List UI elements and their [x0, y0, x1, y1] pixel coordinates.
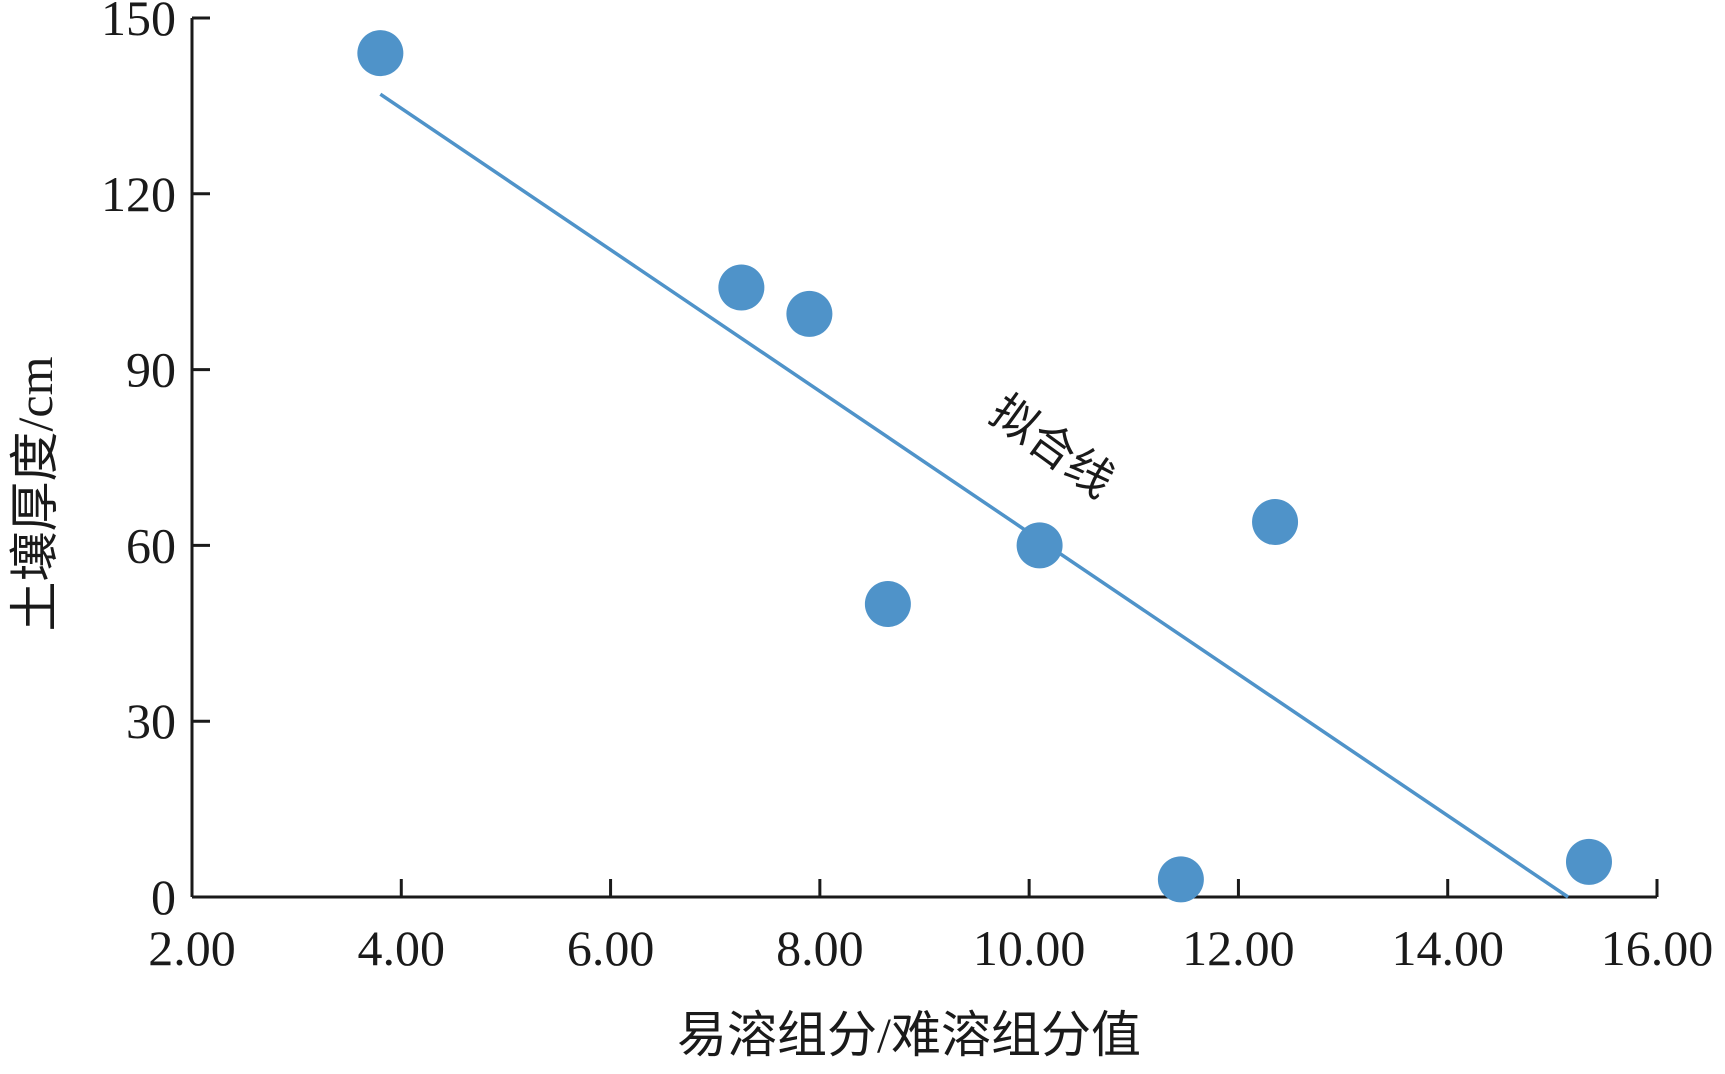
data-point — [357, 30, 404, 77]
y-tick-label: 30 — [126, 693, 176, 749]
x-tick-label: 2.00 — [148, 920, 236, 976]
fit-line-group — [379, 92, 1570, 899]
data-point — [1565, 838, 1612, 885]
data-point — [864, 581, 911, 627]
fit-line — [379, 92, 1570, 899]
y-tick-label: 60 — [126, 517, 176, 573]
data-points — [357, 30, 1612, 903]
y-ticks: 0 30 60 90 120 150 — [101, 0, 210, 925]
x-tick-label: 12.00 — [1182, 920, 1295, 976]
y-axis-title: 土壤厚度/cm — [7, 356, 63, 631]
data-point — [786, 290, 833, 337]
x-tick-label: 4.00 — [358, 920, 446, 976]
fit-line-label: 拟合线 — [981, 384, 1124, 509]
y-tick-label: 150 — [101, 0, 176, 46]
y-tick-label: 0 — [151, 869, 176, 925]
data-point — [1157, 856, 1204, 903]
data-point — [1016, 522, 1063, 569]
data-point — [718, 264, 765, 311]
y-tick-label: 90 — [126, 342, 176, 398]
axes — [190, 18, 1657, 899]
x-axis-title: 易溶组分/难溶组分值 — [677, 1007, 1141, 1063]
x-tick-label: 14.00 — [1391, 920, 1504, 976]
x-tick-label: 10.00 — [973, 920, 1086, 976]
y-tick-label: 120 — [101, 166, 176, 222]
x-tick-label: 8.00 — [776, 920, 864, 976]
data-point — [1252, 498, 1299, 545]
x-tick-label: 16.00 — [1601, 920, 1714, 976]
x-tick-label: 6.00 — [567, 920, 655, 976]
x-ticks: 2.00 4.00 6.00 8.00 10.00 12.00 14.00 16.00 — [148, 879, 1713, 976]
